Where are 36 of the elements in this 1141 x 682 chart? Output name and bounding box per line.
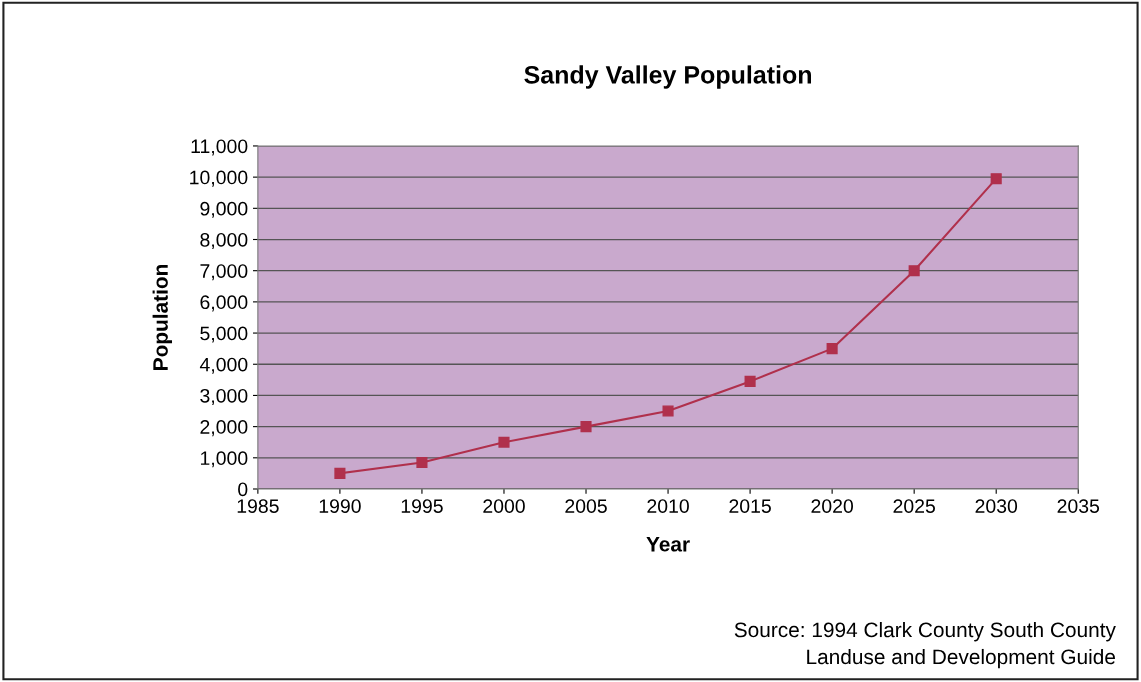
x-tick-label: 1985 xyxy=(237,499,279,513)
point xyxy=(990,173,1002,185)
x-tick-label: 2020 xyxy=(811,499,853,513)
y-tick-label: 5,000 xyxy=(200,326,248,343)
y-tick-label: 1,000 xyxy=(200,451,248,468)
y-axis-title: Population xyxy=(152,264,173,370)
y-tick-label: 8,000 xyxy=(200,232,248,250)
point xyxy=(908,265,920,277)
y-tick-label: 2,000 xyxy=(200,420,248,437)
x-tick-label: 1995 xyxy=(401,499,443,513)
point xyxy=(662,405,674,417)
point xyxy=(580,421,592,433)
y-tick-label: 9,000 xyxy=(200,201,248,218)
y-tick-label: 7,000 xyxy=(200,264,248,281)
x-tick-label: 2035 xyxy=(1057,499,1100,513)
chart-title: Sandy Valley Population xyxy=(524,65,811,89)
x-tick-label: 2015 xyxy=(729,499,771,513)
x-tick-label: 2005 xyxy=(565,499,607,513)
y-tick-label: 10,000 xyxy=(190,170,248,187)
x-axis-title: Year xyxy=(646,537,690,552)
source-note: Source: 1994 Clark County South County Landuse and Development Guide xyxy=(734,621,1116,669)
y-tick-label: 3,000 xyxy=(200,388,248,405)
x-tick-label: 2025 xyxy=(893,499,935,513)
point xyxy=(416,456,428,469)
x-tick-label: 2000 xyxy=(483,499,525,513)
point xyxy=(744,375,756,387)
y-tick-label: 0 xyxy=(238,482,248,497)
x-tick-label: 1990 xyxy=(319,499,361,513)
x-tick-label: 2030 xyxy=(975,499,1018,513)
x-tick-label: 2010 xyxy=(647,499,689,513)
point xyxy=(826,343,838,355)
y-tick-label: 4,000 xyxy=(199,357,248,374)
point xyxy=(498,436,510,448)
y-tick-label: 6,000 xyxy=(200,295,248,312)
y-tick-label: 11,000 xyxy=(191,139,248,156)
point xyxy=(334,467,346,479)
